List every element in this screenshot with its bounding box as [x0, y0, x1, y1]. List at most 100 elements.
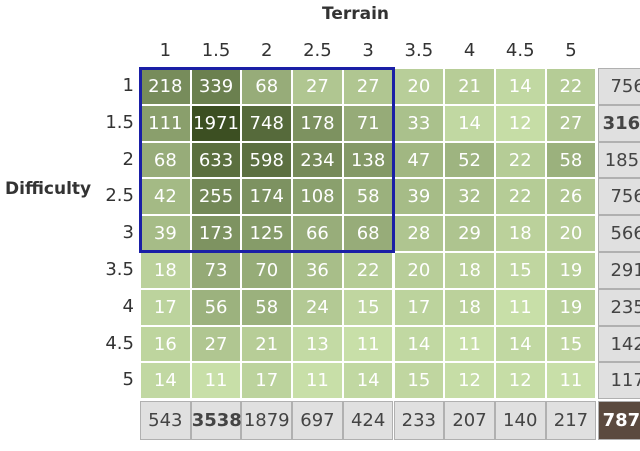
heatmap-cell: 70	[241, 252, 293, 289]
heatmap-cell: 52	[444, 141, 495, 179]
heatmap-cell: 20	[545, 215, 597, 252]
y-tick-label: 3.5	[105, 259, 134, 280]
x-tick-label: 1.5	[201, 40, 231, 61]
heatmap-cell: 748	[241, 104, 293, 142]
heatmap-cell: 13	[292, 325, 343, 363]
heatmap-cell: 20	[393, 68, 445, 105]
y-tick-label: 4.5	[105, 332, 134, 354]
heatmap-cell: 11	[444, 325, 495, 363]
heatmap-cell: 21	[241, 325, 293, 363]
heatmap-cell: 12	[444, 362, 495, 400]
heatmap-cell: 33	[393, 104, 445, 142]
heatmap-cell: 18	[494, 215, 546, 252]
heatmap-cell: 27	[292, 68, 343, 105]
heatmap-cell: 11	[190, 362, 242, 400]
heatmap-cell: 633	[190, 141, 242, 179]
row-total-cell: 3165	[598, 104, 640, 142]
row-total-cell: 756	[598, 68, 640, 105]
heatmap-cell: 15	[393, 362, 445, 400]
row-total-cell: 142	[598, 325, 640, 363]
heatmap-cell: 27	[190, 325, 242, 363]
row-total-cell: 117	[598, 362, 640, 400]
heatmap-cell: 14	[393, 325, 445, 363]
heatmap-cell: 26	[545, 178, 597, 216]
heatmap-cell: 58	[241, 288, 293, 326]
heatmap-cell: 17	[393, 288, 445, 326]
heatmap-cell: 14	[342, 362, 394, 400]
heatmap-cell: 255	[190, 178, 242, 216]
heatmap-cell: 339	[190, 68, 242, 105]
heatmap-cell: 58	[342, 178, 394, 216]
heatmap-cell: 29	[444, 215, 495, 252]
heatmap-cell: 108	[292, 178, 343, 216]
heatmap-cell: 12	[494, 362, 546, 400]
heatmap-cell: 17	[140, 288, 191, 326]
y-tick-label: 2	[122, 148, 134, 170]
heatmap-cell: 28	[393, 215, 445, 252]
y-tick-label: 3	[122, 222, 134, 244]
heatmap-cell: 14	[494, 68, 546, 105]
column-total-cell: 217	[545, 401, 597, 440]
heatmap-cell: 218	[140, 68, 191, 105]
heatmap-cell: 12	[494, 104, 546, 142]
heatmap-cell: 11	[342, 325, 394, 363]
heatmap-cell: 174	[241, 178, 293, 216]
heatmap-cell: 1971	[190, 104, 242, 142]
y-tick-label: 2.5	[105, 185, 134, 207]
heatmap-cell: 56	[190, 288, 242, 326]
heatmap-cell: 42	[140, 178, 191, 216]
heatmap-cell: 18	[140, 252, 191, 289]
heatmap-cell: 21	[444, 68, 495, 105]
heatmap-cell: 39	[140, 215, 191, 252]
heatmap-cell: 22	[494, 178, 546, 216]
heatmap-cell: 68	[241, 68, 293, 105]
y-tick-label: 1	[122, 75, 134, 96]
heatmap-cell: 11	[545, 362, 597, 400]
heatmap-cell: 18	[444, 252, 495, 289]
heatmap-cell: 16	[140, 325, 191, 363]
x-tick-label: 3.5	[404, 40, 434, 61]
heatmap-cell: 14	[140, 362, 191, 400]
x-tick-label: 4	[463, 40, 476, 61]
x-tick-label: 2	[261, 40, 273, 61]
heatmap-cell: 11	[494, 288, 546, 326]
heatmap-cell: 598	[241, 141, 293, 179]
row-total-cell: 1850	[598, 141, 640, 179]
heatmap-cell: 11	[292, 362, 343, 400]
heatmap-cell: 68	[140, 141, 191, 179]
row-total-cell: 566	[598, 215, 640, 252]
x-tick-label: 3	[362, 40, 374, 61]
column-total-cell: 3538	[190, 401, 242, 440]
heatmap-cell: 39	[393, 178, 445, 216]
heatmap-cell: 66	[292, 215, 343, 252]
heatmap-cell: 27	[545, 104, 597, 142]
row-total-cell: 235	[598, 288, 640, 326]
row-total-cell: 756	[598, 178, 640, 216]
heatmap-cell: 14	[444, 104, 495, 142]
y-axis-title: Difficulty	[5, 179, 92, 199]
x-tick-label: 1	[159, 40, 172, 61]
row-total-cell: 291	[598, 252, 640, 289]
heatmap-cell: 73	[190, 252, 242, 289]
column-total-cell: 1879	[241, 401, 293, 440]
heatmap-cell: 32	[444, 178, 495, 216]
heatmap-cell: 15	[494, 252, 546, 289]
column-total-cell: 140	[494, 401, 546, 440]
heatmap-cell: 20	[393, 252, 445, 289]
heatmap-cell: 178	[292, 104, 343, 142]
column-total-cell: 233	[393, 401, 445, 440]
heatmap-cell: 138	[342, 141, 394, 179]
heatmap-cell: 47	[393, 141, 445, 179]
heatmap-cell: 15	[342, 288, 394, 326]
heatmap-cell: 19	[545, 252, 597, 289]
heatmap-cell: 14	[494, 325, 546, 363]
heatmap-cell: 22	[342, 252, 394, 289]
x-tick-label: 5	[565, 40, 577, 61]
column-total-cell: 543	[140, 401, 191, 440]
heatmap-cell: 36	[292, 252, 343, 289]
heatmap-cell: 68	[342, 215, 394, 252]
heatmap-cell: 22	[545, 68, 597, 105]
heatmap-cell: 173	[190, 215, 242, 252]
y-tick-label: 5	[122, 369, 134, 391]
